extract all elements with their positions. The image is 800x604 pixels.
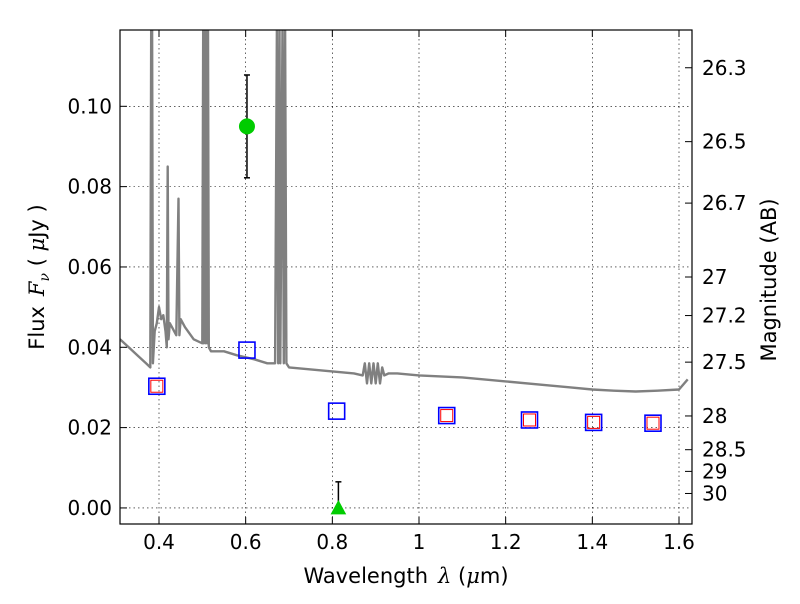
y-tick-label-5: 0.10 [67, 94, 112, 118]
y-axis-label: Flux [25, 306, 49, 350]
grid [120, 30, 692, 524]
green-circle-point-0 [238, 118, 255, 135]
y2-tick-label-0: 26.3 [702, 56, 747, 80]
y-tick-label-1: 0.02 [67, 416, 112, 440]
y2-tick-label-8: 29 [702, 459, 727, 483]
y2-axis-title: Magnitude (AB) [757, 198, 781, 361]
red-square-marker-1 [440, 409, 454, 423]
x-axis-title: Wavelength λ (μm) [303, 564, 508, 588]
y2-tick-label-2: 26.7 [702, 191, 747, 215]
blue-square-marker-2 [327, 402, 346, 420]
x-tick-label-3: 1 [413, 530, 426, 554]
y2-tick-label-1: 26.5 [702, 130, 747, 154]
y2-tick-label-5: 27.5 [702, 350, 747, 374]
blue-square-marker-0 [148, 377, 166, 396]
x-tick-label-6: 1.6 [663, 530, 695, 554]
y2-tick-label-9: 30 [702, 481, 727, 505]
y-tick-label-4: 0.08 [67, 175, 112, 199]
y-tick-label-2: 0.04 [67, 335, 112, 359]
blue-square-marker-3 [437, 406, 456, 425]
ticks: 0.4 0.6 0.8 1 1.2 1.4 1.6 0.00 0.02 0.04 0.06 0.08 0… [67, 30, 747, 554]
blue-square-marker-6 [644, 414, 662, 432]
x-tick-label-0: 0.4 [143, 530, 175, 554]
x-tick-label-2: 0.8 [316, 530, 348, 554]
y-axis-title: FluxFν ( μJy ) [25, 204, 53, 349]
x-tick-label-1: 0.6 [230, 530, 262, 554]
red-square-marker-3 [587, 415, 601, 429]
plot-background [120, 30, 692, 524]
red-square-marker-2 [523, 413, 536, 427]
red-square-marker-4 [646, 416, 660, 430]
y2-tick-label-7: 28.5 [702, 438, 747, 462]
y2-tick-label-6: 28 [702, 404, 727, 428]
red-square-marker-0 [150, 379, 164, 393]
blue-square-marker-5 [584, 413, 603, 432]
x-axis-label: Wavelength [303, 564, 428, 588]
y2-tick-label-3: 27 [702, 265, 727, 289]
y-tick-label-3: 0.06 [67, 255, 112, 279]
x-tick-label-5: 1.4 [576, 530, 608, 554]
data-layer [120, 30, 689, 515]
blue-square-marker-4 [520, 411, 539, 429]
sed-model-line [120, 30, 689, 393]
x-tick-label-4: 1.2 [490, 530, 522, 554]
y-tick-label-0: 0.00 [67, 496, 112, 520]
blue-square-marker-1 [238, 341, 256, 359]
y2-tick-label-4: 27.2 [702, 304, 747, 328]
green-triangle-point-0 [330, 499, 347, 515]
